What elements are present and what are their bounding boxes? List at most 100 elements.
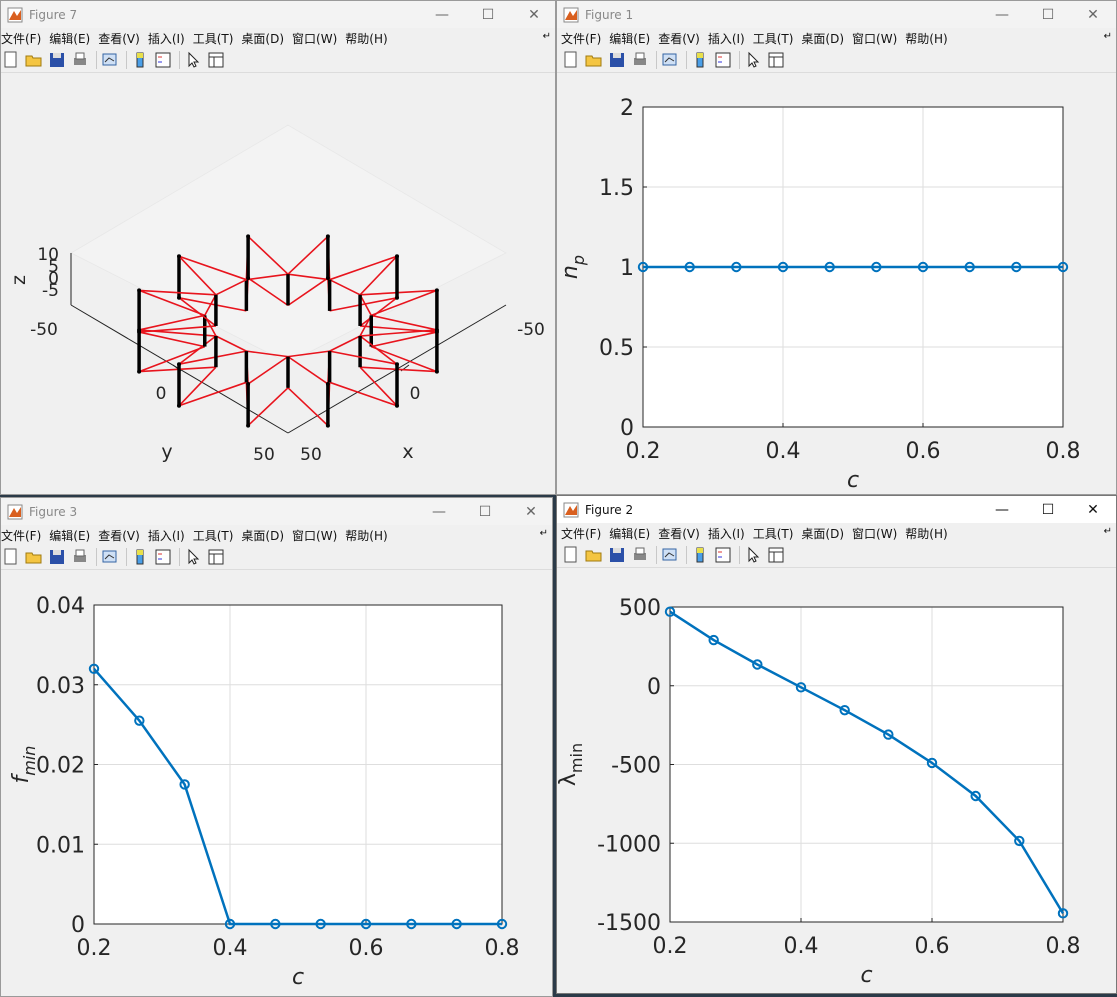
maximize-button[interactable]: ☐ xyxy=(1041,501,1055,518)
menu-help[interactable]: 帮助(H) xyxy=(905,31,948,46)
fmin-vs-c-plot[interactable]: 0.2 0.4 0.6 0.8 0 0.01 0.02 0.03 0.04 c fmin xyxy=(1,570,552,995)
pointer-icon[interactable] xyxy=(183,547,203,567)
property-inspector-icon[interactable] xyxy=(206,547,226,567)
np-vs-c-plot[interactable]: 0.2 0.4 0.6 0.8 0 0.5 1 1.5 2 c np xyxy=(557,73,1116,493)
colorbar-icon[interactable] xyxy=(690,50,710,70)
expand-arrow-icon[interactable]: ↵ xyxy=(539,528,548,539)
close-button[interactable]: ✕ xyxy=(1087,501,1099,518)
print-icon[interactable] xyxy=(70,50,90,70)
figure7-titlebar[interactable]: Figure 7 — ☐ ✕ xyxy=(1,1,555,28)
z-tick-label: 0 xyxy=(48,269,59,289)
menu-window[interactable]: 窗口(W) xyxy=(292,31,338,46)
minimize-button[interactable]: — xyxy=(435,6,449,23)
property-inspector-icon[interactable] xyxy=(766,545,786,565)
expand-arrow-icon[interactable]: ↵ xyxy=(1103,526,1112,537)
colorbar-icon[interactable] xyxy=(690,545,710,565)
legend-icon[interactable] xyxy=(153,547,173,567)
menu-desktop[interactable]: 桌面(D) xyxy=(801,526,845,541)
new-figure-icon[interactable] xyxy=(561,50,581,70)
link-plot-icon[interactable] xyxy=(660,50,680,70)
menu-help[interactable]: 帮助(H) xyxy=(905,526,948,541)
open-file-icon[interactable] xyxy=(24,547,44,567)
menu-help[interactable]: 帮助(H) xyxy=(345,528,388,543)
menu-window[interactable]: 窗口(W) xyxy=(852,526,898,541)
pointer-icon[interactable] xyxy=(183,50,203,70)
minimize-button[interactable]: — xyxy=(432,503,446,520)
property-inspector-icon[interactable] xyxy=(206,50,226,70)
menu-insert[interactable]: 插入(I) xyxy=(147,31,185,46)
menu-view[interactable]: 查看(V) xyxy=(98,31,140,46)
figure1-titlebar[interactable]: Figure 1 — ☐ ✕ xyxy=(557,1,1116,28)
legend-icon[interactable] xyxy=(713,50,733,70)
menu-file[interactable]: 文件(F) xyxy=(1,31,42,46)
save-icon[interactable] xyxy=(47,50,67,70)
new-figure-icon[interactable] xyxy=(1,547,21,567)
node xyxy=(325,381,330,386)
menu-tools[interactable]: 工具(T) xyxy=(192,31,234,46)
save-icon[interactable] xyxy=(47,547,67,567)
menu-edit[interactable]: 编辑(E) xyxy=(49,528,91,543)
menu-desktop[interactable]: 桌面(D) xyxy=(801,31,845,46)
open-file-icon[interactable] xyxy=(24,50,44,70)
legend-icon[interactable] xyxy=(713,545,733,565)
property-inspector-icon[interactable] xyxy=(766,50,786,70)
maximize-button[interactable]: ☐ xyxy=(481,6,495,23)
minimize-button[interactable]: — xyxy=(995,6,1009,23)
menu-insert[interactable]: 插入(I) xyxy=(707,31,745,46)
figure3-window[interactable]: Figure 3 — ☐ ✕ 文件(F) 编辑(E) 查看(V) 插入(I) 工… xyxy=(0,497,553,997)
legend-icon[interactable] xyxy=(153,50,173,70)
menu-view[interactable]: 查看(V) xyxy=(658,526,700,541)
expand-arrow-icon[interactable]: ↵ xyxy=(542,31,551,42)
menu-window[interactable]: 窗口(W) xyxy=(292,528,338,543)
menu-desktop[interactable]: 桌面(D) xyxy=(241,528,285,543)
expand-arrow-icon[interactable]: ↵ xyxy=(1103,31,1112,42)
open-file-icon[interactable] xyxy=(584,545,604,565)
menu-edit[interactable]: 编辑(E) xyxy=(609,31,651,46)
pointer-icon[interactable] xyxy=(743,50,763,70)
link-plot-icon[interactable] xyxy=(100,547,120,567)
save-icon[interactable] xyxy=(607,50,627,70)
colorbar-icon[interactable] xyxy=(130,50,150,70)
menu-file[interactable]: 文件(F) xyxy=(561,526,602,541)
node xyxy=(246,423,251,428)
figure3-titlebar[interactable]: Figure 3 — ☐ ✕ xyxy=(1,498,552,525)
menu-window[interactable]: 窗口(W) xyxy=(852,31,898,46)
link-plot-icon[interactable] xyxy=(100,50,120,70)
minimize-button[interactable]: — xyxy=(995,501,1009,518)
new-figure-icon[interactable] xyxy=(1,50,21,70)
data-point-marker xyxy=(731,261,742,273)
print-icon[interactable] xyxy=(630,545,650,565)
menu-tools[interactable]: 工具(T) xyxy=(192,528,234,543)
maximize-button[interactable]: ☐ xyxy=(1041,6,1055,23)
new-figure-icon[interactable] xyxy=(561,545,581,565)
pointer-icon[interactable] xyxy=(743,545,763,565)
menu-file[interactable]: 文件(F) xyxy=(561,31,602,46)
menu-file[interactable]: 文件(F) xyxy=(1,528,42,543)
link-plot-icon[interactable] xyxy=(660,545,680,565)
maximize-button[interactable]: ☐ xyxy=(478,503,492,520)
truss-3d-plot[interactable]: -50 0 50 -50 0 50 10 5 0 -5 x y z xyxy=(1,73,555,493)
menu-insert[interactable]: 插入(I) xyxy=(147,528,185,543)
lambdamin-vs-c-plot[interactable]: 0.2 0.4 0.6 0.8 -1500 -1000 -500 0 500 c λmin xyxy=(557,568,1116,992)
figure2-window[interactable]: Figure 2 — ☐ ✕ 文件(F) 编辑(E) 查看(V) 插入(I) 工… xyxy=(556,495,1117,994)
print-icon[interactable] xyxy=(630,50,650,70)
menu-edit[interactable]: 编辑(E) xyxy=(609,526,651,541)
menu-insert[interactable]: 插入(I) xyxy=(707,526,745,541)
print-icon[interactable] xyxy=(70,547,90,567)
menu-edit[interactable]: 编辑(E) xyxy=(49,31,91,46)
colorbar-icon[interactable] xyxy=(130,547,150,567)
menu-help[interactable]: 帮助(H) xyxy=(345,31,388,46)
menu-view[interactable]: 查看(V) xyxy=(658,31,700,46)
figure1-window[interactable]: Figure 1 — ☐ ✕ 文件(F) 编辑(E) 查看(V) 插入(I) 工… xyxy=(556,0,1117,495)
figure2-titlebar[interactable]: Figure 2 — ☐ ✕ xyxy=(557,496,1116,523)
figure7-window[interactable]: Figure 7 — ☐ ✕ 文件(F) 编辑(E) 查看(V) 插入(I) 工… xyxy=(0,0,556,495)
close-button[interactable]: ✕ xyxy=(525,503,537,520)
close-button[interactable]: ✕ xyxy=(1087,6,1099,23)
menu-tools[interactable]: 工具(T) xyxy=(752,31,794,46)
save-icon[interactable] xyxy=(607,545,627,565)
menu-tools[interactable]: 工具(T) xyxy=(752,526,794,541)
menu-view[interactable]: 查看(V) xyxy=(98,528,140,543)
menu-desktop[interactable]: 桌面(D) xyxy=(241,31,285,46)
close-button[interactable]: ✕ xyxy=(528,6,540,23)
open-file-icon[interactable] xyxy=(584,50,604,70)
